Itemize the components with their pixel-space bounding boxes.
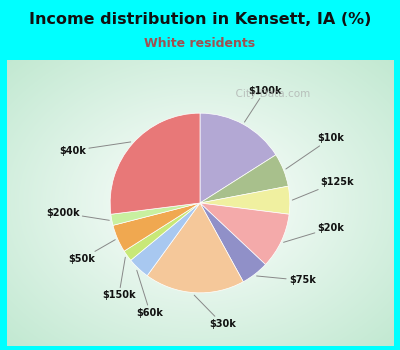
Text: $60k: $60k <box>137 270 164 318</box>
Wedge shape <box>111 203 200 225</box>
Text: $10k: $10k <box>286 133 344 169</box>
Wedge shape <box>124 203 200 260</box>
Wedge shape <box>110 113 200 214</box>
Wedge shape <box>131 203 200 276</box>
Text: $75k: $75k <box>256 275 316 285</box>
Text: $40k: $40k <box>59 142 131 156</box>
Text: $150k: $150k <box>102 257 136 300</box>
Wedge shape <box>200 203 289 265</box>
Text: $20k: $20k <box>284 223 344 242</box>
Wedge shape <box>200 203 266 282</box>
Wedge shape <box>113 203 200 251</box>
Text: $125k: $125k <box>292 177 354 200</box>
Wedge shape <box>200 155 288 203</box>
Text: City-Data.com: City-Data.com <box>229 89 310 99</box>
Text: White residents: White residents <box>144 37 256 50</box>
Wedge shape <box>200 113 276 203</box>
Text: Income distribution in Kensett, IA (%): Income distribution in Kensett, IA (%) <box>29 12 371 27</box>
Text: $200k: $200k <box>46 208 109 220</box>
Wedge shape <box>147 203 243 293</box>
Text: $100k: $100k <box>244 86 282 122</box>
Wedge shape <box>200 186 290 214</box>
Text: $50k: $50k <box>68 240 115 264</box>
Text: $30k: $30k <box>194 295 236 329</box>
